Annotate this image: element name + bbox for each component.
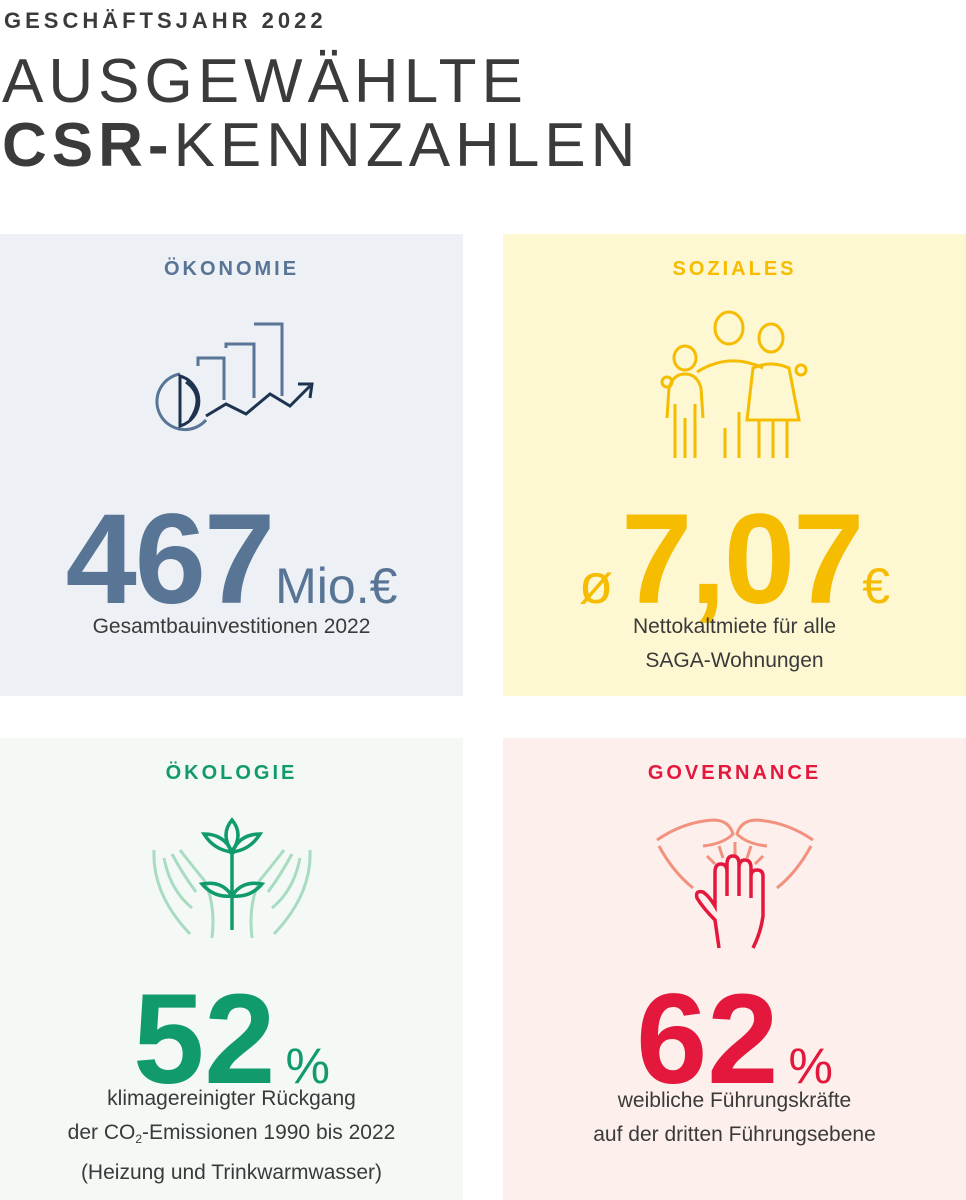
subscript: 2 (135, 1132, 143, 1146)
card-oekologie: ÖKOLOGIE 52 % klimagereinigter Rückgang … (0, 738, 463, 1200)
page-title-line1: AUSGEWÄHLTE (2, 47, 528, 116)
desc-line: auf der dritten Führungsebene (593, 1123, 876, 1146)
value-row: 52 % (0, 976, 463, 1104)
hands-together-icon (656, 818, 814, 949)
page-title-line2: CSR-KENNZAHLEN (2, 112, 640, 180)
family-icon (660, 310, 808, 458)
card-governance: GOVERNANCE 62 % weibliche Führungskräfte… (503, 738, 966, 1200)
value: 62 (636, 968, 779, 1111)
value: 7,07 (621, 488, 864, 631)
description: weibliche Führungskräfte auf der dritten… (503, 1084, 966, 1152)
title-kennzahlen: KENNZAHLEN (173, 111, 641, 180)
desc-line-co2: der CO2-Emissionen 1990 bis 2022 (0, 1116, 463, 1156)
unit: Mio.€ (275, 558, 398, 614)
value-row: 62 % (503, 976, 966, 1104)
plant-hands-icon (152, 817, 312, 939)
desc-line: klimagereinigter Rückgang (107, 1087, 356, 1110)
unit: % (285, 1038, 330, 1094)
desc-line: (Heizung und Trinkwarmwasser) (80, 1161, 383, 1184)
card-title: GOVERNANCE (647, 762, 822, 784)
card-title: SOZIALES (672, 258, 797, 280)
average-symbol: ø (578, 552, 614, 615)
unit: € (862, 558, 891, 614)
card-oekonomie: ÖKONOMIE 467 Mio.€ Gesamtbauinvestitione… (0, 234, 463, 696)
desc-line: Nettokaltmiete für alle (632, 615, 837, 638)
desc-line: Gesamtbauinvestitionen 2022 (92, 615, 371, 638)
value: 467 (65, 488, 276, 631)
card-soziales: SOZIALES ø 7 (503, 234, 966, 696)
description: Nettokaltmiete für alle SAGA-Wohnungen (503, 610, 966, 678)
value-row: 467 Mio.€ (0, 496, 463, 624)
value-row: ø 7,07 € (503, 496, 966, 624)
card-title: ÖKOLOGIE (165, 762, 298, 784)
desc-text: der CO (67, 1121, 136, 1144)
desc-line: SAGA-Wohnungen (645, 649, 824, 672)
title-csr: CSR- (2, 111, 174, 180)
chart-growth-icon (155, 322, 314, 432)
description: Gesamtbauinvestitionen 2022 (0, 610, 463, 644)
value: 52 (133, 968, 276, 1111)
card-title: ÖKONOMIE (163, 258, 300, 280)
description: klimagereinigter Rückgang der CO2-Emissi… (0, 1082, 463, 1190)
unit: % (788, 1038, 833, 1094)
desc-text: -Emissionen 1990 bis 2022 (142, 1121, 396, 1144)
eyebrow-year: GESCHÄFTSJAHR 2022 (4, 8, 327, 33)
desc-line: weibliche Führungskräfte (617, 1089, 852, 1112)
